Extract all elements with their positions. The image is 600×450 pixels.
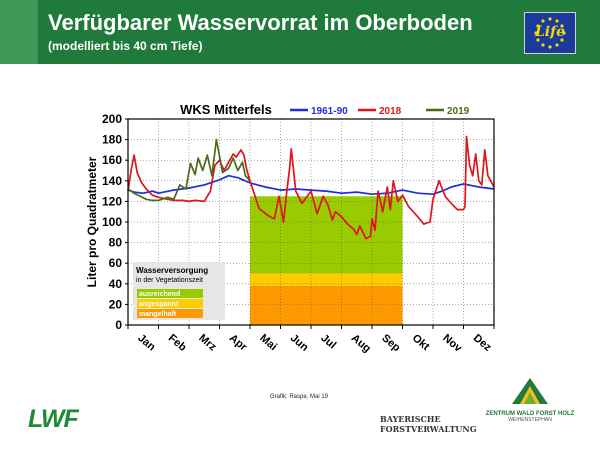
- x-tick-label: Sep: [379, 332, 402, 354]
- chart-credit: Grafik: Raspe, Mai 19: [270, 394, 329, 400]
- y-tick-label: 120: [102, 194, 122, 208]
- panel-label-angespannt: angespannt: [139, 301, 179, 308]
- x-tick-label: Dez: [471, 332, 494, 354]
- x-tick-label: Okt: [410, 332, 432, 353]
- forest-mountain-icon: [512, 378, 548, 404]
- panel-label-ausreichend: ausreichend: [139, 291, 180, 298]
- panel-swatch-ausreichend: [137, 289, 203, 298]
- bfv-line-1: BAYERISCHE: [380, 414, 441, 424]
- series-line-2018: [127, 135, 495, 240]
- zwfh-name: ZENTRUM WALD FORST HOLZ: [485, 411, 575, 417]
- y-tick-label: 180: [102, 133, 122, 147]
- eu-logo-text: Life: [534, 24, 566, 40]
- zentrum-wald-forst-holz-logo: ZENTRUM WALD FORST HOLZ WEIHENSTEPHAN: [480, 376, 580, 423]
- slide-title: Verfügbarer Wasservorrat im Oberboden: [48, 10, 473, 35]
- panel-swatch-mangelhaft: [137, 309, 203, 318]
- lwf-logo: LWF: [28, 405, 79, 433]
- slide-header: Verfügbarer Wasservorrat im Oberboden (m…: [0, 0, 600, 64]
- x-tick-label: Feb: [166, 332, 189, 354]
- y-tick-label: 200: [102, 112, 122, 126]
- legend-label-2018: 2018: [379, 106, 402, 117]
- zwfh-subtitle: WEIHENSTEPHAN: [508, 417, 552, 423]
- x-tick-label: Mai: [257, 332, 279, 353]
- eu-stars-icon: [534, 17, 566, 49]
- x-tick-label: Apr: [227, 332, 250, 354]
- x-tick-label: Jul: [318, 332, 338, 351]
- y-tick-label: 60: [109, 256, 123, 270]
- eu-life-logo: Life: [524, 12, 576, 54]
- header-accent-strip: [0, 0, 38, 64]
- legend-label-2019: 2019: [447, 106, 470, 117]
- y-tick-label: 20: [109, 297, 123, 311]
- slide-subtitle: (modelliert bis 40 cm Tiefe): [48, 39, 203, 53]
- water-supply-panel: Wasserversorgung in der Vegetationszeit …: [133, 262, 225, 320]
- y-tick-label: 100: [102, 215, 122, 229]
- panel-subtitle: in der Vegetationszeit: [136, 277, 203, 284]
- y-tick-label: 80: [109, 236, 123, 250]
- series-line-2019: [127, 138, 251, 202]
- bfv-line-2: FORSTVERWALTUNG: [380, 424, 477, 434]
- supply-band-mangelhaft: [250, 285, 403, 325]
- x-tick-label: Jan: [135, 332, 157, 354]
- legend-label-1961-90: 1961-90: [311, 106, 348, 117]
- panel-label-mangelhaft: mangelhaft: [139, 311, 177, 318]
- y-tick-label: 0: [115, 318, 122, 332]
- supply-band-ausreichend: [250, 196, 403, 274]
- x-tick-label: Jun: [288, 332, 311, 354]
- bayerische-forstverwaltung-logo: BAYERISCHE FORSTVERWALTUNG: [380, 414, 477, 434]
- supply-band-angespannt: [250, 273, 403, 286]
- chart-legend: 1961-90 2018 2019: [290, 106, 470, 117]
- panel-title: Wasserversorgung: [136, 266, 208, 275]
- panel-swatch-angespannt: [137, 299, 203, 308]
- y-tick-label: 160: [102, 153, 122, 167]
- x-axis-ticks: Jan Feb Mrz Apr Mai Jun Jul Aug Sep Okt Nov Dez: [127, 325, 495, 355]
- x-tick-label: Aug: [349, 332, 373, 355]
- x-tick-label: Mrz: [196, 332, 219, 354]
- y-axis-label: Liter pro Quadratmeter: [85, 156, 99, 287]
- x-tick-label: Nov: [440, 332, 464, 355]
- y-axis-ticks: 0 20 40 60 80 100 120 140 160 180 200: [102, 112, 128, 332]
- data-series: [127, 135, 495, 240]
- y-tick-label: 40: [109, 277, 123, 291]
- y-tick-label: 140: [102, 174, 122, 188]
- chart-title: WKS Mitterfels: [180, 102, 272, 117]
- supply-bands: [250, 196, 403, 325]
